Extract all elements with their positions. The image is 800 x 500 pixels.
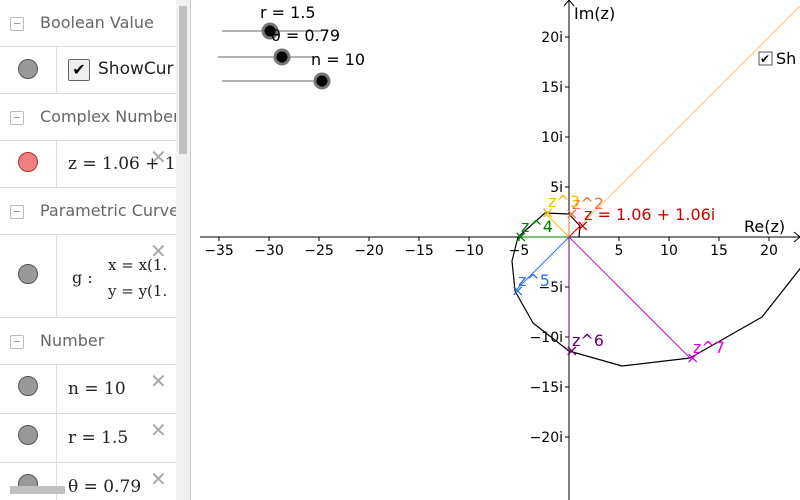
visibility-toggle[interactable]	[18, 264, 38, 284]
delete-button[interactable]: ✕	[150, 145, 167, 169]
item-label: z = 1.06 + 1	[68, 154, 176, 174]
svg-text:×: ×	[514, 227, 527, 246]
item-row[interactable]: ✔ ShowCur	[0, 47, 176, 94]
y-tick-label: −15i	[530, 380, 563, 396]
svg-text:×: ×	[541, 203, 554, 222]
y-tick-label: −5i	[538, 280, 563, 296]
svg-text:×: ×	[565, 204, 578, 223]
y-tick-label: 5i	[550, 180, 563, 196]
item-label: θ = 0.79	[68, 477, 142, 497]
svg-text:×: ×	[511, 281, 524, 300]
item-label: r = 1.5	[68, 428, 129, 448]
x-tick-label: −20	[354, 243, 384, 259]
item-row[interactable]: θ = 0.79 ✕	[0, 463, 176, 500]
section-title: Parametric Curve	[40, 201, 176, 220]
delete-button[interactable]: ✕	[150, 467, 167, 491]
svg-text:✔: ✔	[760, 52, 770, 66]
y-tick-label: −20i	[530, 430, 563, 446]
section-header[interactable]: Complex Number	[0, 94, 176, 141]
x-tick-label: −25	[304, 243, 334, 259]
item-line: x = x(1.	[108, 256, 168, 274]
svg-text:×: ×	[686, 348, 699, 367]
section-title: Complex Number	[40, 107, 176, 126]
checkbox[interactable]: ✔	[68, 59, 90, 81]
section-header[interactable]: Boolean Value	[0, 0, 176, 47]
svg-text:×: ×	[576, 216, 589, 235]
point-label: z^3	[548, 192, 580, 211]
checkbox[interactable]: ✔ Sh	[758, 49, 796, 68]
x-tick-label: −30	[254, 243, 284, 259]
y-axis-label: Im(z)	[574, 4, 615, 23]
slider-label: θ = 0.79	[271, 26, 340, 45]
item-row[interactable]: z = 1.06 + 1 ✕	[0, 141, 176, 188]
point-label: z^4	[521, 217, 553, 236]
point-label: z^2	[572, 194, 604, 213]
item-name: g :	[72, 268, 93, 287]
delete-button[interactable]: ✕	[150, 369, 167, 393]
item-line: y = y(1.	[108, 282, 168, 300]
scrollbar[interactable]	[176, 0, 191, 500]
x-tick-label: 15	[710, 243, 728, 259]
y-tick-label: −10i	[530, 330, 563, 346]
slider-label: n = 10	[311, 50, 365, 69]
slider-label: r = 1.5	[260, 3, 316, 22]
algebra-view: Boolean Value ✔ ShowCur Complex Number z…	[0, 0, 176, 500]
checkbox-label: Sh	[776, 49, 796, 68]
x-tick-label: 10	[660, 243, 678, 259]
item-label: ShowCur	[98, 59, 174, 79]
x-tick-label: 20	[760, 243, 778, 259]
delete-button[interactable]: ✕	[150, 239, 167, 263]
point-label: z^5	[518, 271, 550, 290]
point-label: z^7	[693, 338, 725, 357]
slider[interactable]: θ = 0.79	[218, 26, 340, 66]
x-tick-label: −35	[204, 243, 234, 259]
delete-button[interactable]: ✕	[150, 418, 167, 442]
y-tick-label: 15i	[541, 80, 563, 96]
x-tick-label: 5	[615, 243, 624, 259]
visibility-toggle[interactable]	[18, 425, 38, 445]
visibility-toggle[interactable]	[18, 152, 38, 172]
point-label: z^6	[572, 331, 604, 350]
visibility-toggle[interactable]	[18, 376, 38, 396]
item-row[interactable]: g : x = x(1. y = y(1. ✕	[0, 235, 176, 318]
slider[interactable]: n = 10	[222, 50, 365, 90]
slider[interactable]: r = 1.5	[222, 3, 322, 40]
graphics-view: Re(z) Im(z) −35 −30 −25 −20 −15 −10 −5 5 10 15 202…	[200, 0, 800, 500]
section-header[interactable]: Number	[0, 318, 176, 365]
y-tick-label: 20i	[541, 30, 563, 46]
section-title: Number	[40, 331, 105, 350]
visibility-toggle[interactable]	[18, 59, 38, 79]
item-row[interactable]: r = 1.5 ✕	[0, 414, 176, 463]
svg-text:×: ×	[565, 341, 578, 360]
item-row[interactable]: n = 10 ✕	[0, 365, 176, 414]
point-label: z = 1.06 + 1.06i	[584, 205, 715, 224]
horizontal-scrollbar[interactable]	[10, 486, 65, 494]
x-axis-label: Re(z)	[744, 217, 785, 236]
item-label: n = 10	[68, 379, 126, 399]
x-tick-label: −10	[454, 243, 484, 259]
section-title: Boolean Value	[40, 13, 154, 32]
x-tick-label: −15	[404, 243, 434, 259]
section-header[interactable]: Parametric Curve	[0, 188, 176, 235]
y-tick-label: 10i	[541, 130, 563, 146]
